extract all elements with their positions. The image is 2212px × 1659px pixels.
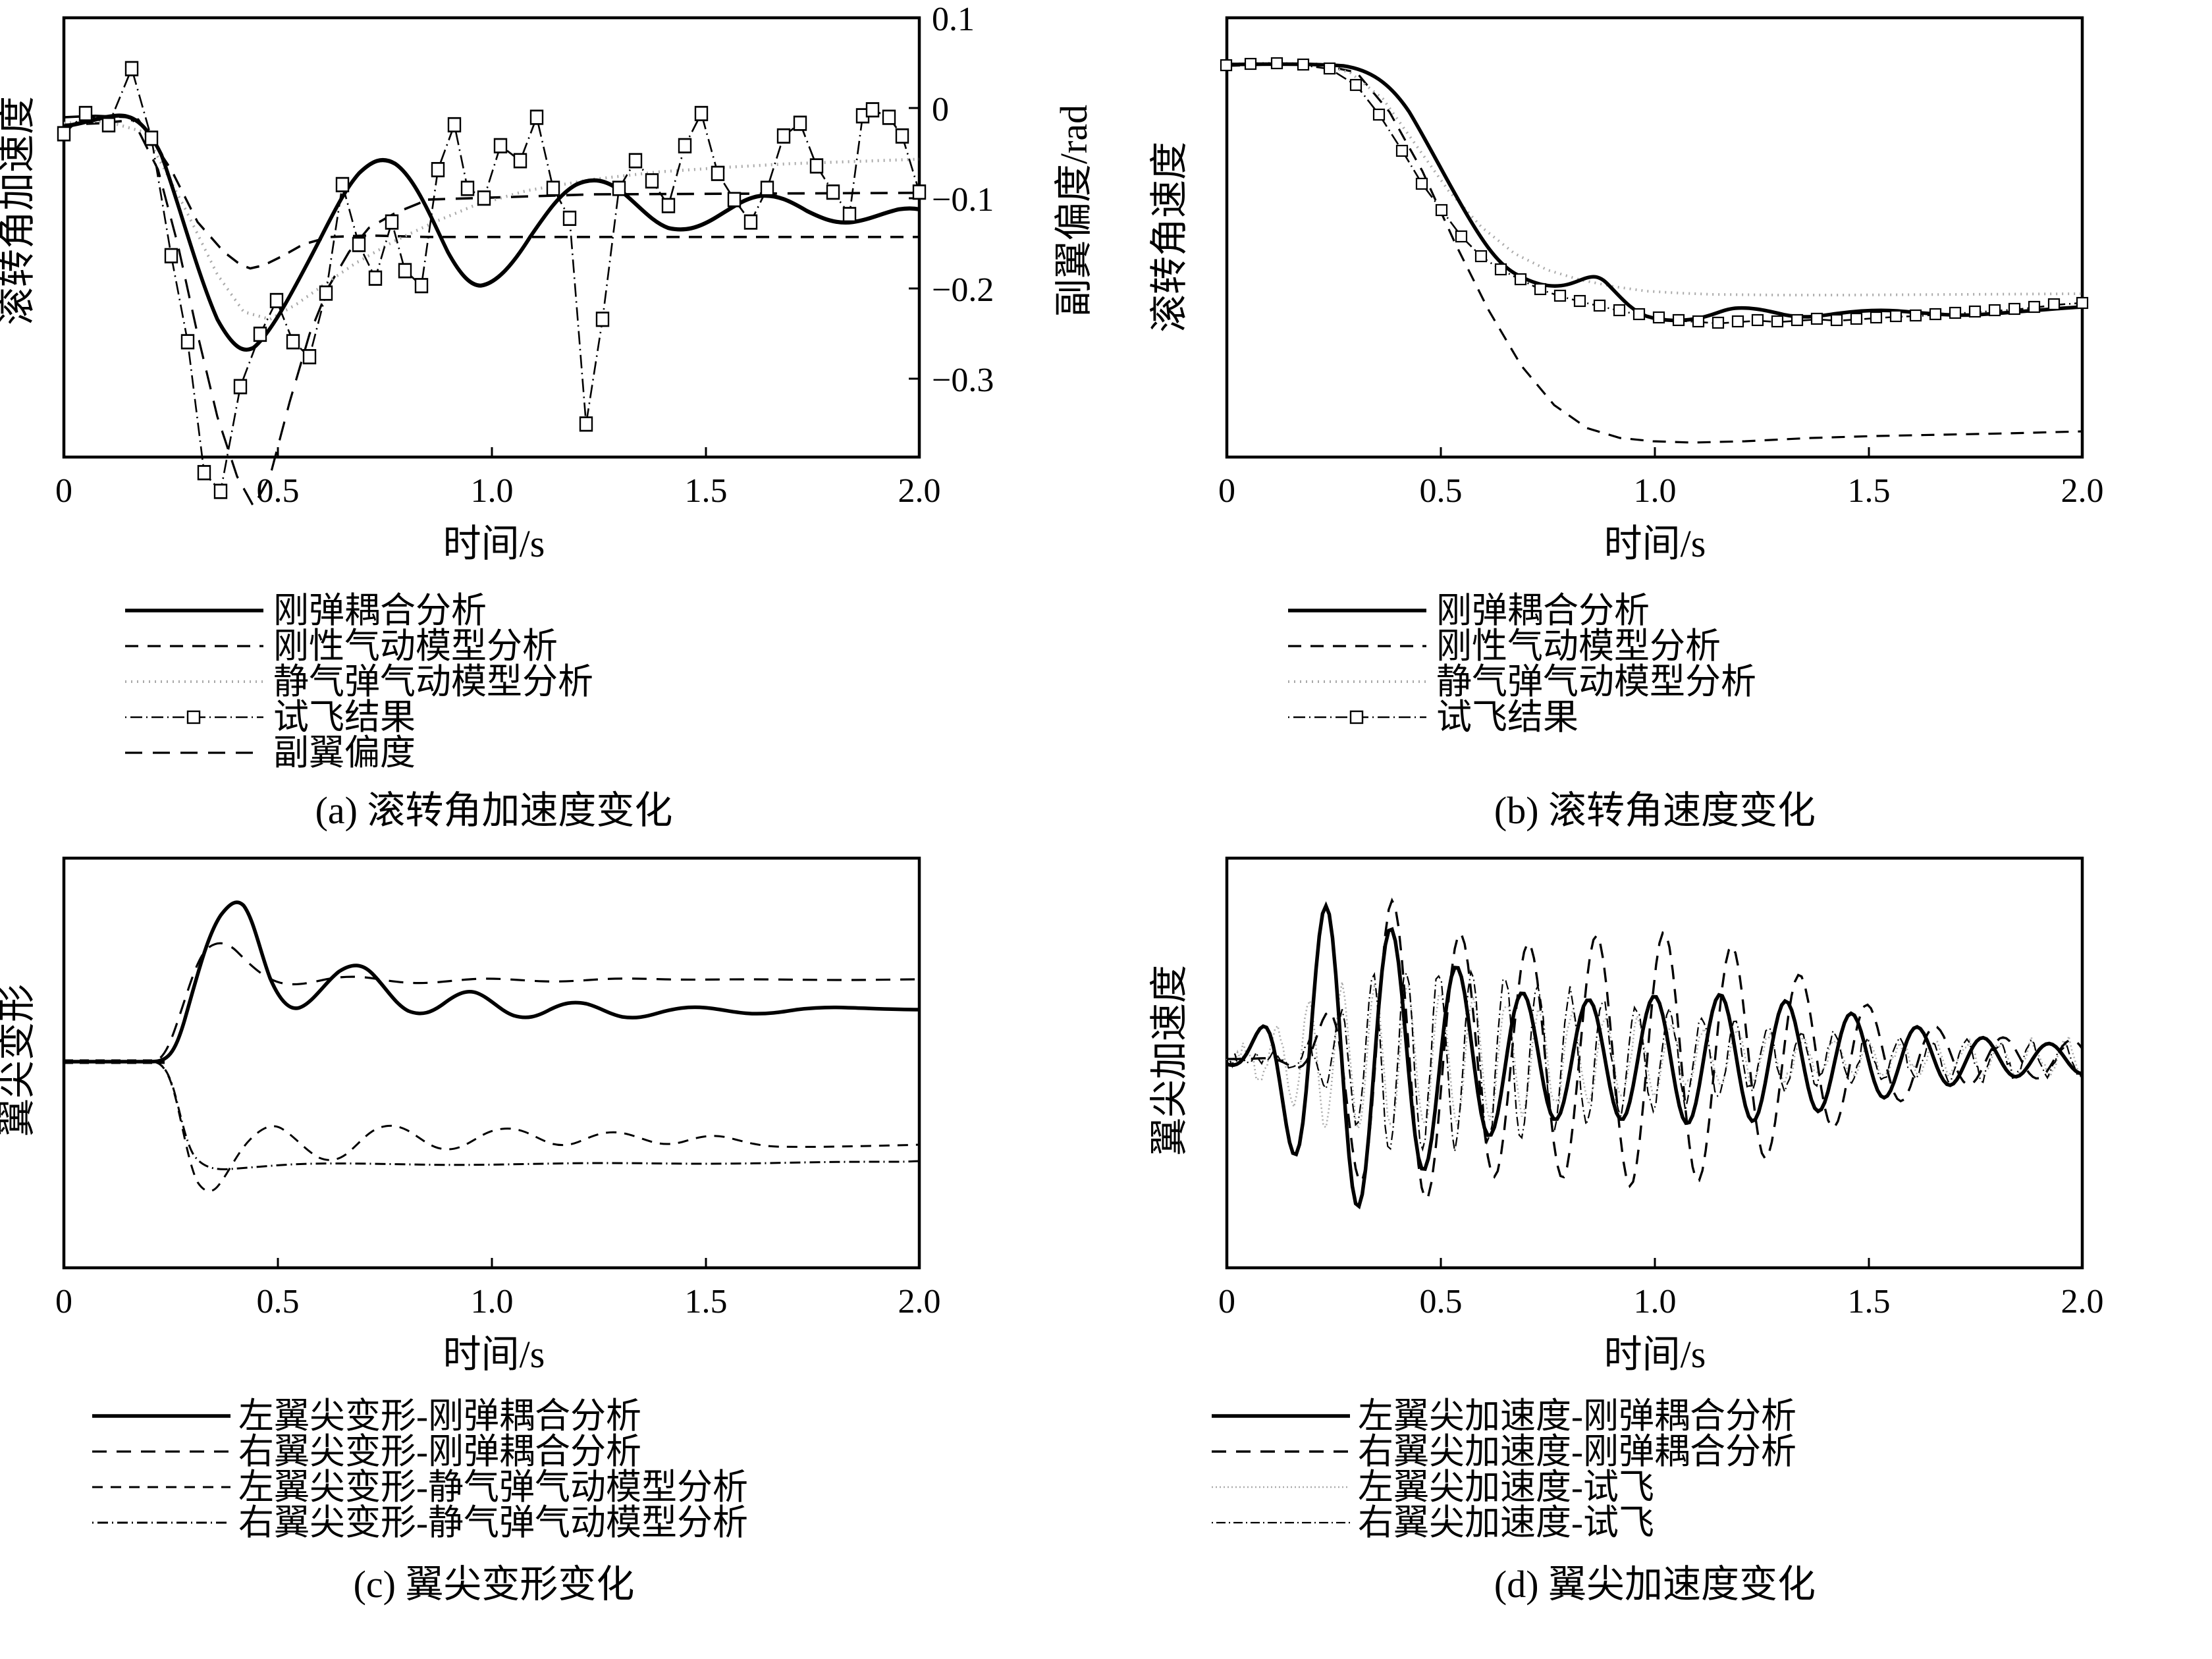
svg-text:左翼尖变形-刚弹耦合分析: 左翼尖变形-刚弹耦合分析 — [238, 1396, 641, 1436]
svg-text:1.0: 1.0 — [1634, 472, 1677, 510]
svg-text:1.0: 1.0 — [471, 472, 514, 510]
svg-text:0.5: 0.5 — [1420, 1283, 1463, 1320]
svg-text:时间/s: 时间/s — [443, 522, 545, 565]
svg-text:2.0: 2.0 — [2061, 1283, 2104, 1320]
svg-text:右翼尖变形-刚弹耦合分析: 右翼尖变形-刚弹耦合分析 — [238, 1432, 641, 1471]
svg-text:右翼尖变形-静气弹气动模型分析: 右翼尖变形-静气弹气动模型分析 — [238, 1503, 748, 1542]
svg-text:静气弹气动模型分析: 静气弹气动模型分析 — [273, 662, 593, 701]
svg-text:静气弹气动模型分析: 静气弹气动模型分析 — [1436, 662, 1756, 701]
svg-text:左翼尖加速度-试飞: 左翼尖加速度-试飞 — [1358, 1467, 1654, 1507]
svg-text:左翼尖加速度-刚弹耦合分析: 左翼尖加速度-刚弹耦合分析 — [1358, 1396, 1796, 1436]
svg-text:−0.3: −0.3 — [932, 362, 994, 399]
svg-text:试飞结果: 试飞结果 — [273, 697, 416, 737]
svg-text:刚弹耦合分析: 刚弹耦合分析 — [1436, 591, 1650, 630]
svg-text:副翼偏度: 副翼偏度 — [273, 733, 416, 773]
svg-text:1.5: 1.5 — [685, 472, 728, 510]
svg-text:0: 0 — [932, 91, 949, 128]
svg-text:刚性气动模型分析: 刚性气动模型分析 — [273, 626, 558, 666]
svg-text:滚转角加速度: 滚转角加速度 — [0, 96, 38, 325]
svg-text:时间/s: 时间/s — [443, 1333, 545, 1376]
svg-text:0.5: 0.5 — [257, 1283, 300, 1320]
svg-text:滚转角速度: 滚转角速度 — [1148, 142, 1191, 333]
svg-text:1.0: 1.0 — [1634, 1283, 1677, 1320]
svg-text:0.1: 0.1 — [932, 1, 975, 38]
svg-text:试飞结果: 试飞结果 — [1436, 697, 1578, 737]
svg-text:(c) 翼尖变形变化: (c) 翼尖变形变化 — [354, 1563, 635, 1606]
svg-text:0: 0 — [1218, 472, 1235, 510]
svg-text:0: 0 — [55, 1283, 72, 1320]
svg-text:右翼尖加速度-刚弹耦合分析: 右翼尖加速度-刚弹耦合分析 — [1358, 1432, 1796, 1471]
svg-text:1.0: 1.0 — [471, 1283, 514, 1320]
svg-text:2.0: 2.0 — [2061, 472, 2104, 510]
svg-text:0: 0 — [1218, 1283, 1235, 1320]
svg-text:时间/s: 时间/s — [1604, 1333, 1706, 1376]
svg-text:1.5: 1.5 — [685, 1283, 728, 1320]
svg-text:副翼偏度/rad: 副翼偏度/rad — [1052, 105, 1095, 317]
svg-text:−0.1: −0.1 — [932, 181, 994, 219]
svg-text:翼尖加速度: 翼尖加速度 — [1148, 965, 1191, 1156]
svg-text:1.5: 1.5 — [1848, 1283, 1891, 1320]
svg-text:(d) 翼尖加速度变化: (d) 翼尖加速度变化 — [1494, 1563, 1816, 1606]
svg-text:左翼尖变形-静气弹气动模型分析: 左翼尖变形-静气弹气动模型分析 — [238, 1467, 748, 1507]
svg-text:0.5: 0.5 — [1420, 472, 1463, 510]
svg-text:−0.2: −0.2 — [932, 271, 994, 309]
svg-text:1.5: 1.5 — [1848, 472, 1891, 510]
svg-text:刚弹耦合分析: 刚弹耦合分析 — [273, 591, 487, 630]
svg-text:翼尖变形: 翼尖变形 — [0, 984, 38, 1137]
svg-text:0: 0 — [55, 472, 72, 510]
svg-text:(a) 滚转角加速度变化: (a) 滚转角加速度变化 — [315, 789, 673, 832]
svg-text:2.0: 2.0 — [898, 1283, 941, 1320]
svg-text:2.0: 2.0 — [898, 472, 941, 510]
svg-text:右翼尖加速度-试飞: 右翼尖加速度-试飞 — [1358, 1503, 1654, 1542]
svg-text:(b) 滚转角速度变化: (b) 滚转角速度变化 — [1494, 789, 1816, 832]
svg-text:时间/s: 时间/s — [1604, 522, 1706, 565]
svg-text:刚性气动模型分析: 刚性气动模型分析 — [1436, 626, 1721, 666]
